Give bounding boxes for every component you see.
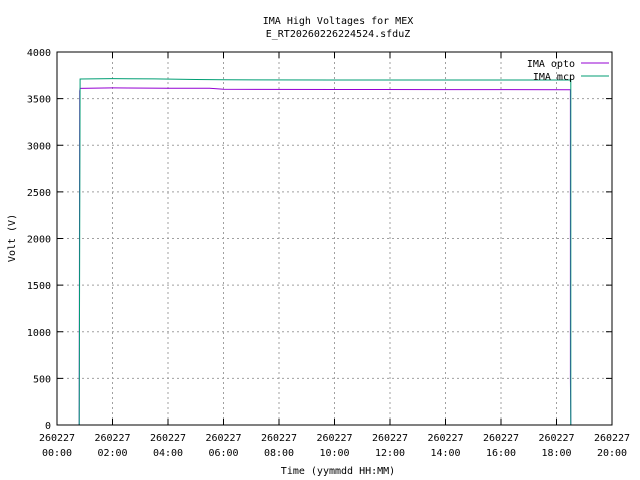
plot-frame: [56, 51, 613, 426]
x-tick-date: 260227: [316, 433, 352, 444]
y-tick-label: 0: [45, 421, 51, 432]
x-tick-date: 260227: [483, 433, 519, 444]
x-tick-date: 260227: [538, 433, 574, 444]
x-tick-labels: 260227 00:00 260227 02:00 260227 04:00 260227 0…: [39, 433, 630, 459]
x-tick-date: 260227: [372, 433, 408, 444]
y-tick-label: 500: [33, 374, 51, 385]
y-tick-label: 2000: [27, 235, 51, 246]
x-tick-date: 260227: [39, 433, 75, 444]
y-tick-label: 3500: [27, 95, 51, 106]
chart-title: IMA High Voltages for MEX: [263, 16, 414, 27]
x-tick-time: 06:00: [208, 448, 238, 459]
legend-label-opto: IMA opto: [527, 59, 575, 70]
series-line-ima-mcp: [78, 78, 572, 426]
x-tick-date: 260227: [594, 433, 630, 444]
y-tick-label: 1500: [27, 281, 51, 292]
x-tick-time: 00:00: [42, 448, 72, 459]
x-tick-date: 260227: [427, 433, 463, 444]
x-tick-time: 12:00: [375, 448, 405, 459]
series-lines: [78, 78, 572, 426]
x-tick-time: 10:00: [319, 448, 349, 459]
x-tick-time: 08:00: [264, 448, 294, 459]
x-tick-date: 260227: [205, 433, 241, 444]
y-tick-label: 3000: [27, 141, 51, 152]
x-tick-time: 02:00: [97, 448, 127, 459]
y-tick-label: 1000: [27, 328, 51, 339]
legend: IMA opto IMA mcp: [527, 59, 609, 83]
x-tick-date: 260227: [261, 433, 297, 444]
x-tick-date: 260227: [94, 433, 130, 444]
y-tick-label: 4000: [27, 48, 51, 59]
x-axis-label: Time (yymmdd HH:MM): [281, 466, 395, 477]
series-line-ima-opto: [78, 87, 572, 426]
y-axis-label: Volt (V): [7, 214, 18, 262]
x-tick-time: 18:00: [541, 448, 571, 459]
y-tick-label: 2500: [27, 188, 51, 199]
grid: [56, 51, 613, 426]
y-tick-labels: 0 500 1000 1500 2000 2500 3000 3500 4000: [27, 48, 51, 432]
x-tick-time: 16:00: [486, 448, 516, 459]
legend-label-mcp: IMA mcp: [533, 72, 575, 83]
x-tick-time: 20:00: [597, 448, 627, 459]
x-tick-time: 14:00: [430, 448, 460, 459]
x-tick-time: 04:00: [153, 448, 183, 459]
x-tick-date: 260227: [150, 433, 186, 444]
chart-subtitle: E_RT20260226224524.sfduZ: [266, 29, 411, 40]
